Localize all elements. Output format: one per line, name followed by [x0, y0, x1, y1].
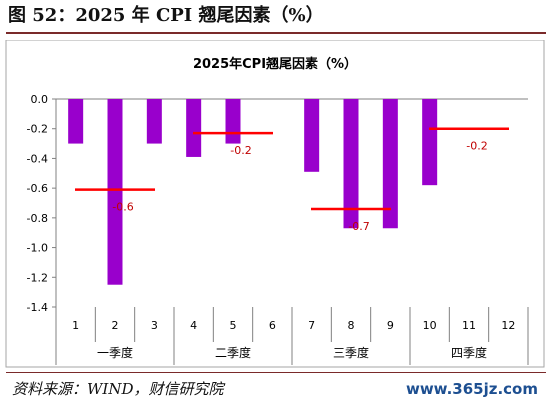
x-tick-label: 9 [387, 319, 394, 332]
bar [146, 99, 162, 144]
quarter-label: 二季度 [215, 345, 251, 360]
chart-area: 2025年CPI翘尾因素（%） 0.0 -0.2 -0.4 -0.6 -0.8 -1.0 -… [0, 40, 550, 370]
bar [107, 99, 123, 285]
x-tick-label: 4 [190, 319, 197, 332]
y-tick-label: 0.0 [31, 93, 49, 106]
cpi-carryover-chart: 2025年CPI翘尾因素（%） 0.0 -0.2 -0.4 -0.6 -0.8 -1.0 -… [5, 40, 545, 368]
quarter-label: 一季度 [97, 345, 133, 360]
quarter-label: 三季度 [333, 345, 369, 360]
bar [382, 99, 398, 229]
x-tick-label: 1 [72, 319, 79, 332]
bar [68, 99, 84, 144]
quarter-label: 四季度 [451, 345, 487, 360]
watermark: www.365jz.com [405, 380, 538, 398]
figure-title: 图 52：2025 年 CPI 翘尾因素（%） [8, 5, 324, 26]
y-tick-label: -1.2 [27, 271, 48, 284]
source-rule [6, 372, 546, 373]
x-tick-label: 10 [423, 319, 437, 332]
x-tick-label: 11 [462, 319, 476, 332]
bar [304, 99, 320, 172]
quarter-average-label: -0.2 [466, 140, 487, 153]
bar [343, 99, 359, 229]
x-tick-label: 3 [151, 319, 158, 332]
quarter-average-label: -0.7 [348, 220, 369, 233]
y-tick-label: -0.4 [27, 152, 48, 165]
x-tick-label: 7 [308, 319, 315, 332]
title-rule [6, 32, 546, 34]
y-tick-label: -1.4 [27, 301, 48, 314]
y-tick-label: -0.2 [27, 123, 48, 136]
chart-frame [5, 40, 545, 368]
bar [225, 99, 241, 144]
x-tick-label: 8 [348, 319, 355, 332]
x-tick-label: 12 [501, 319, 515, 332]
y-tick-label: -1.0 [27, 242, 48, 255]
x-tick-label: 2 [112, 319, 119, 332]
bar [186, 99, 202, 157]
quarter-average-label: -0.6 [112, 201, 133, 214]
source-note: 资料来源：WIND，财信研究院 [12, 380, 224, 398]
y-axis: 0.0 -0.2 -0.4 -0.6 -0.8 -1.0 -1.2 -1.4 [27, 93, 57, 314]
chart-title: 2025年CPI翘尾因素（%） [193, 56, 357, 72]
y-tick-label: -0.6 [27, 182, 48, 195]
bar [422, 99, 438, 186]
quarter-average-lines: -0.6 -0.2 -0.7 -0.2 [75, 127, 509, 233]
x-tick-label: 6 [269, 319, 276, 332]
y-tick-label: -0.8 [27, 212, 48, 225]
quarter-average-label: -0.2 [230, 144, 251, 157]
x-tick-label: 5 [230, 319, 237, 332]
